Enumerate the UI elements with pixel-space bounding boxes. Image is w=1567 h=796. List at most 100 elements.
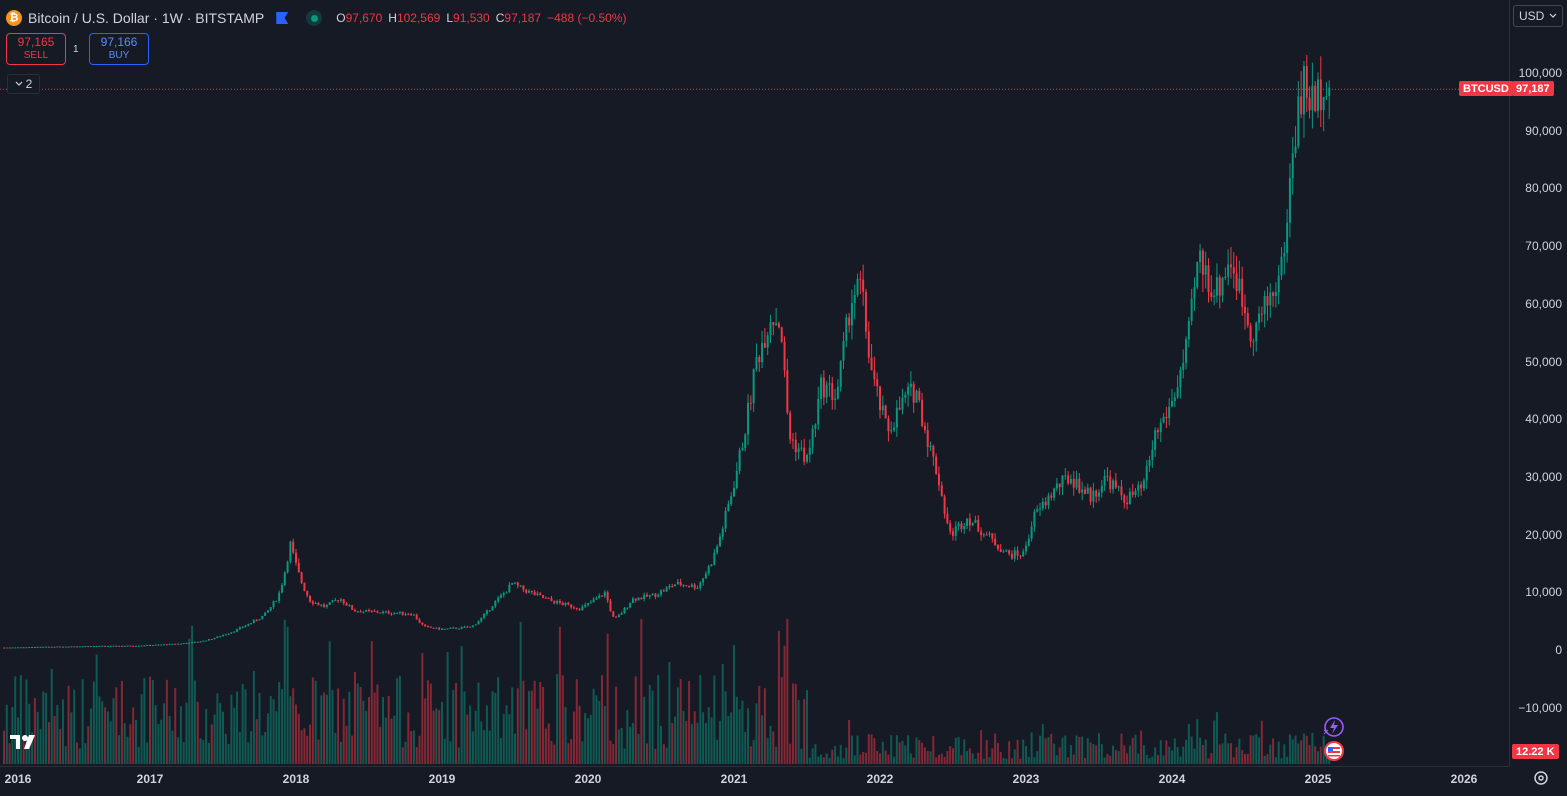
volume-bar — [895, 735, 898, 764]
candle-body — [1291, 153, 1294, 179]
volume-bar — [384, 717, 387, 764]
volume-bar — [1319, 746, 1322, 764]
candle-body — [564, 602, 567, 606]
low-value: 91,530 — [453, 11, 490, 25]
volume-bar — [556, 673, 559, 764]
volume-bar — [1227, 743, 1230, 764]
lightning-icon[interactable] — [1322, 716, 1344, 738]
volume-bar — [887, 754, 890, 764]
candle-body — [797, 448, 800, 453]
candle-body — [224, 634, 227, 636]
candle-body — [365, 610, 368, 612]
high-value: 102,569 — [396, 11, 441, 25]
flag-icon[interactable] — [276, 12, 288, 24]
candle-body — [25, 647, 28, 649]
indicators-toggle-button[interactable]: 2 — [7, 74, 40, 94]
volume-bar — [471, 731, 474, 764]
volume-bar — [528, 691, 531, 764]
volume-bar — [589, 714, 592, 764]
volume-bar — [797, 700, 800, 764]
candle-body — [404, 614, 407, 616]
symbol-title[interactable]: Bitcoin / U.S. Dollar · 1W · BITSTAMP — [28, 10, 265, 26]
volume-bar — [954, 737, 957, 764]
candle-body — [800, 447, 803, 449]
candle-body — [258, 619, 261, 621]
currency-select[interactable]: USD — [1513, 5, 1563, 27]
candle-body — [592, 599, 595, 603]
candle-body — [90, 646, 93, 648]
candle-body — [238, 627, 241, 630]
volume-bar — [511, 687, 514, 764]
candle-body — [845, 317, 848, 342]
price-axis[interactable]: 100,000 90,000 80,000 70,000 60,000 50,000 40,… — [1509, 0, 1567, 766]
volume-bar — [1201, 744, 1204, 764]
candle-body — [435, 627, 438, 629]
candle-body — [499, 595, 502, 598]
candle-body — [22, 647, 25, 649]
candle-body — [376, 611, 379, 613]
buy-button[interactable]: 97,166 BUY — [89, 33, 149, 65]
volume-bar — [438, 710, 441, 764]
candle-body — [794, 439, 797, 453]
candle-body — [1224, 276, 1227, 279]
candle-body — [828, 383, 831, 385]
volume-bar — [794, 683, 797, 764]
candle-body — [1117, 486, 1120, 488]
candle-body — [943, 496, 946, 514]
volume-bar — [617, 729, 620, 764]
candle-body — [859, 278, 862, 280]
candlestick-chart[interactable] — [0, 0, 1509, 766]
volume-bar — [258, 693, 261, 764]
candle-body — [323, 604, 326, 607]
volume-bar — [629, 726, 632, 764]
volume-bar — [564, 707, 567, 764]
candle-body — [149, 645, 151, 647]
candle-body — [640, 597, 643, 600]
volume-bar — [1325, 756, 1328, 764]
volume-bar — [690, 724, 693, 764]
candle-body — [870, 357, 873, 371]
candle-body — [373, 611, 376, 613]
volume-bar — [572, 711, 575, 764]
candle-body — [227, 633, 230, 635]
volume-bar — [483, 730, 486, 764]
volume-bar — [1044, 738, 1047, 764]
volume-bar — [929, 751, 932, 764]
volume-bar — [977, 752, 980, 764]
volume-bar — [595, 695, 598, 764]
volume-bar — [631, 722, 634, 764]
candle-body — [1221, 278, 1224, 296]
volume-bar — [241, 683, 244, 764]
volume-bar — [455, 682, 458, 764]
candle-body — [1263, 296, 1266, 314]
gear-icon[interactable] — [1532, 769, 1550, 787]
candle-body — [73, 646, 76, 648]
candle-body — [452, 627, 455, 629]
candle-body — [918, 391, 921, 400]
tradingview-logo-icon[interactable] — [10, 733, 42, 751]
candle-body — [1204, 265, 1207, 275]
economic-event-icon[interactable] — [1323, 740, 1345, 762]
candle-body — [1294, 146, 1297, 154]
candle-body — [446, 628, 449, 630]
volume-bar — [769, 725, 772, 764]
volume-bar — [864, 752, 867, 764]
volume-bar — [780, 677, 783, 764]
chart-pane[interactable] — [0, 0, 1509, 766]
volume-bar — [31, 732, 34, 764]
volume-bar — [1300, 740, 1303, 764]
volume-bar — [1314, 746, 1317, 764]
candle-body — [120, 645, 123, 647]
sell-button[interactable]: 97,165 SELL — [6, 33, 66, 65]
volume-bar — [516, 688, 519, 764]
candle-body — [126, 645, 129, 647]
volume-bar — [1182, 746, 1185, 764]
volume-bar — [151, 679, 154, 764]
candle-body — [749, 402, 752, 404]
candle-body — [1036, 509, 1039, 512]
time-axis[interactable]: 2016 2017 2018 2019 2020 2021 2022 2023 2024 2025… — [0, 766, 1509, 796]
candle-body — [112, 645, 115, 647]
candle-body — [516, 582, 519, 586]
candle-body — [1258, 313, 1261, 323]
market-status-icon[interactable] — [306, 10, 323, 26]
